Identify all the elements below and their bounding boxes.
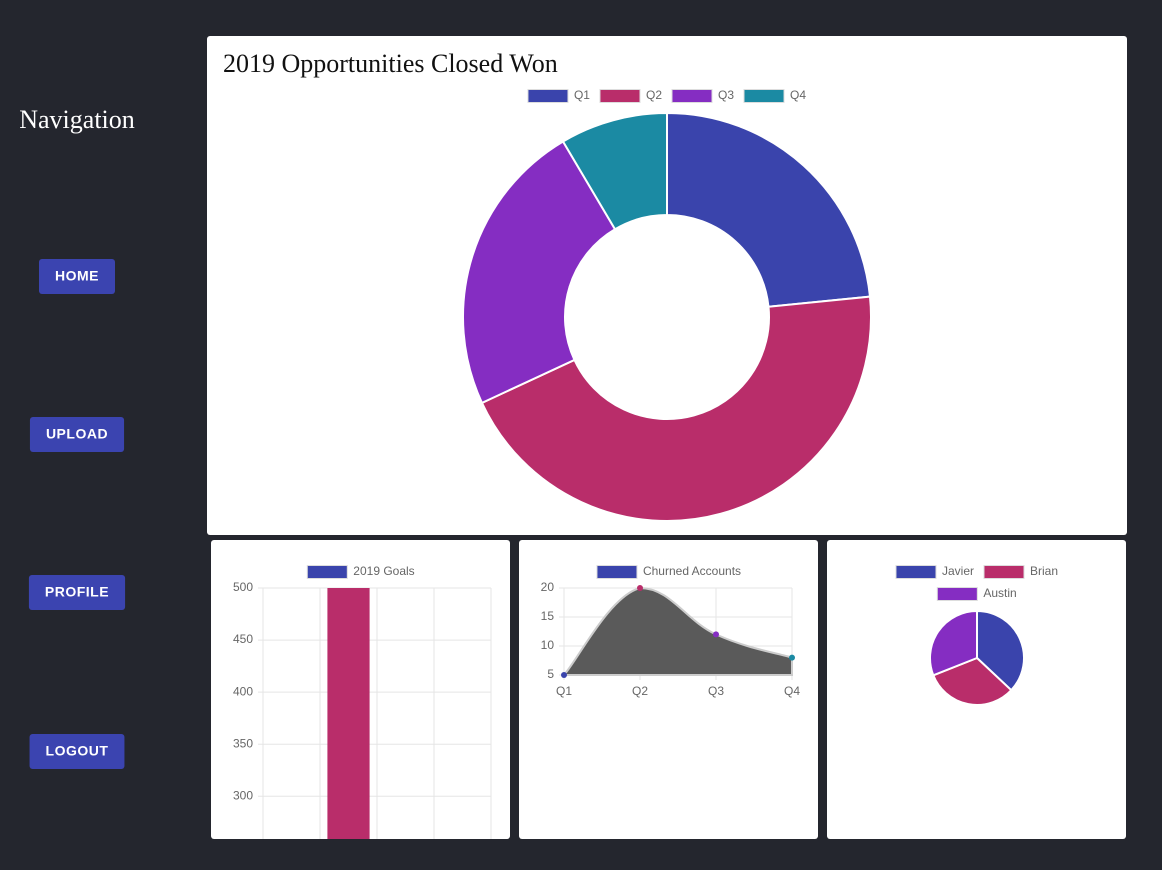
legend-swatch [527,89,569,103]
legend-label: Churned Accounts [643,564,741,578]
y-tick-label: 15 [541,609,555,623]
slice [932,656,1013,706]
point [713,631,719,638]
nav-button[interactable]: PROFILE [28,575,126,610]
point [637,585,643,591]
y-tick-label: 450 [233,632,253,646]
y-tick-label: 400 [233,684,253,698]
nav-button-label[interactable]: UPLOAD [46,426,108,442]
legend-label: Brian [1030,564,1058,578]
legend-swatch [671,89,713,103]
plot: 300 350 400 450 500 [233,580,492,839]
legend-item: 2019 Goals [306,564,415,579]
legend-swatch [599,89,641,103]
x-tick-label: Q2 [632,684,648,698]
y-tick-label: 5 [547,667,554,681]
legend-item: Q1 [527,88,590,103]
legend-item: Q4 [743,88,806,103]
point [561,672,567,678]
nav-button[interactable]: LOGOUT [29,734,125,769]
slice [976,609,1025,692]
x-tick-label: Q1 [556,684,572,698]
legend-label: Q2 [646,88,662,102]
nav-button[interactable]: HOME [39,259,115,294]
main-card [207,36,1127,535]
x-tick-label: Q4 [784,684,800,698]
nav-title: Navigation [19,105,135,134]
y-tick-label: 500 [233,580,253,594]
y-tick-label: 350 [233,736,253,750]
legend-swatch [983,565,1025,579]
y-tick-label: 10 [541,638,555,652]
nav-button-label[interactable]: HOME [55,268,99,284]
legend-item: Austin [936,586,1017,601]
bar [327,588,370,839]
slice [561,111,668,231]
legend-label: 2019 Goals [353,564,414,578]
x-tick-label: Q3 [708,684,724,698]
legend-swatch [743,89,785,103]
slice [666,111,872,308]
y-tick-label: 300 [233,788,253,802]
legend-item: Q2 [599,88,662,103]
line-area [561,586,793,676]
legend-label: Austin [983,586,1016,600]
y-tick-label: 20 [541,580,555,594]
chart-title: 2019 Opportunities Closed Won [223,49,558,78]
nav-button-label[interactable]: LOGOUT [46,743,109,759]
legend-item: Javier [895,564,974,579]
legend-label: Q4 [790,88,806,102]
nav-button-label[interactable]: PROFILE [45,584,109,600]
legend-item: Churned Accounts [596,564,741,579]
point [789,654,795,661]
legend-swatch [895,565,937,579]
nav-button[interactable]: UPLOAD [29,417,125,452]
legend-item: Brian [983,564,1058,579]
nav-button-bg[interactable] [28,575,126,610]
nav-button-bg[interactable] [39,259,115,294]
legend-swatch [936,587,978,601]
legend-label: Javier [942,564,974,578]
nav-button-bg[interactable] [29,417,125,452]
slice [480,295,872,522]
nav-button-bg[interactable] [29,734,125,769]
card [519,540,818,839]
legend-label: Q3 [718,88,734,102]
slice [462,140,617,405]
legend-swatch [306,565,348,579]
slice [929,609,978,677]
legend-item: Q3 [671,88,734,103]
legend-swatch [596,565,638,579]
legend-label: Q1 [574,88,590,102]
